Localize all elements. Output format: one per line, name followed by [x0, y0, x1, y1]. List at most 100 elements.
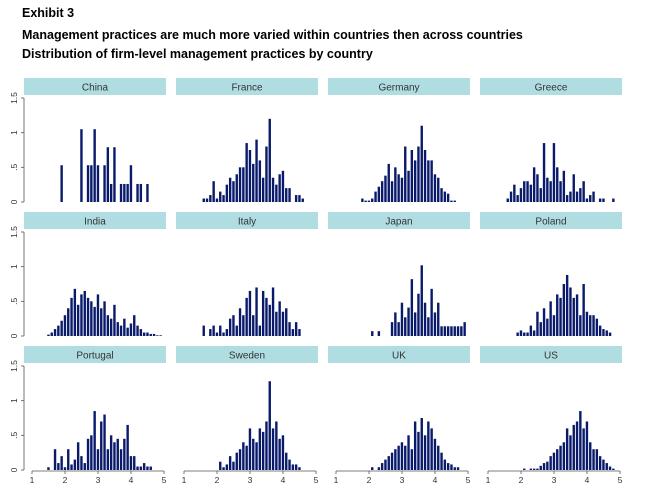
y-tick-label: 0 [9, 199, 19, 204]
x-tick-label: 4 [281, 475, 286, 485]
histogram-bar [90, 301, 93, 336]
panel-strip [176, 346, 318, 363]
panel-title: Japan [385, 217, 412, 228]
histogram-bar [565, 428, 569, 470]
histogram-bar [275, 421, 278, 470]
histogram-bar [420, 265, 423, 336]
histogram-bar [384, 459, 387, 470]
histogram-bar [569, 435, 572, 470]
histogram-bar [443, 326, 447, 336]
histogram-bar [136, 325, 139, 336]
histogram-bar [232, 315, 235, 336]
y-tick-label: 1 [9, 130, 19, 135]
histogram-bar [63, 467, 67, 470]
histogram-bar [86, 165, 90, 202]
histogram-bar [582, 428, 585, 470]
panel-us: US 1 2 3 4 5 [480, 346, 623, 485]
histogram-bar [446, 326, 450, 336]
histogram-bar [76, 442, 80, 470]
histogram-bar [377, 467, 381, 470]
histogram-bar [53, 449, 57, 470]
histogram-bar [126, 327, 129, 336]
histogram-bar [523, 181, 526, 202]
histogram-bar [556, 449, 559, 470]
histogram-bar [294, 464, 298, 470]
histogram-bar [413, 421, 417, 470]
histogram-bar [202, 198, 205, 202]
histogram-bar [450, 464, 453, 470]
histogram-bar [562, 442, 566, 470]
histogram-bar [261, 177, 265, 202]
histogram-bar [579, 315, 582, 336]
histogram-bar [248, 150, 252, 202]
histogram-bar [76, 304, 80, 336]
x-tick-label: 2 [63, 475, 68, 485]
panel-strip [328, 346, 470, 363]
histogram-bar [380, 181, 384, 202]
histogram-bar [602, 198, 605, 202]
histogram-bar [417, 293, 420, 336]
histogram-bar [433, 438, 437, 470]
y-tick-label: 0 [9, 333, 19, 338]
histogram-bar [608, 332, 612, 336]
histogram-bar [212, 181, 215, 202]
histogram-bar [209, 329, 212, 336]
chart-title: Management practices are much more varie… [22, 28, 523, 42]
histogram-bar [582, 284, 585, 336]
histogram-bar [598, 456, 602, 470]
histogram-bar [430, 160, 433, 202]
histogram-bar [90, 435, 93, 470]
histogram-bar [73, 288, 77, 336]
histogram-bar [278, 301, 281, 336]
histogram-bar [298, 195, 301, 202]
histogram-bar [103, 165, 106, 202]
histogram-bar [377, 331, 381, 336]
histogram-bar [139, 466, 143, 470]
histogram-bar [235, 325, 238, 336]
histogram-bar [57, 463, 60, 470]
histogram-bar [60, 165, 63, 202]
histogram-bar [57, 325, 60, 336]
histogram-bar [446, 193, 450, 202]
histogram-bar [265, 297, 268, 336]
histogram-bar [288, 459, 291, 470]
histogram-bar [400, 302, 404, 336]
panel-strip [24, 212, 166, 229]
x-tick-label: 2 [519, 475, 524, 485]
histogram-bar [228, 177, 232, 202]
histogram-bar [93, 306, 96, 336]
histogram-bar [549, 181, 552, 202]
histogram-bar [390, 322, 394, 336]
histogram-bar [460, 326, 463, 336]
histogram-bar [371, 467, 374, 470]
histogram-bar [572, 424, 575, 470]
x-tick-label: 4 [585, 475, 590, 485]
histogram-bar [519, 188, 523, 202]
x-tick-label: 3 [96, 475, 101, 485]
histogram-bar [532, 167, 536, 202]
y-tick-label: 1.5 [9, 92, 19, 104]
histogram-bar [278, 174, 281, 202]
histogram-bar [433, 312, 437, 336]
histogram-bar [585, 198, 589, 202]
histogram-bar [149, 466, 152, 470]
histogram-bar [562, 284, 566, 336]
histogram-bar [605, 463, 608, 470]
histogram-bar [219, 325, 222, 336]
histogram-bar [532, 468, 536, 470]
histogram-bar [219, 191, 222, 202]
histogram-bar [549, 456, 552, 470]
histogram-bar [559, 445, 562, 470]
histogram-bar [123, 438, 126, 470]
histogram-bar [602, 459, 605, 470]
histogram-bar [565, 195, 569, 202]
histogram-bar [420, 125, 423, 202]
y-tick-label: 1 [9, 264, 19, 269]
chart-subtitle: Distribution of firm-level management pr… [22, 47, 373, 61]
histogram-bar [417, 431, 420, 470]
histogram-bar [248, 428, 252, 470]
histogram-bar [123, 318, 126, 336]
histogram-bar [146, 466, 149, 470]
histogram-bar [397, 174, 400, 202]
